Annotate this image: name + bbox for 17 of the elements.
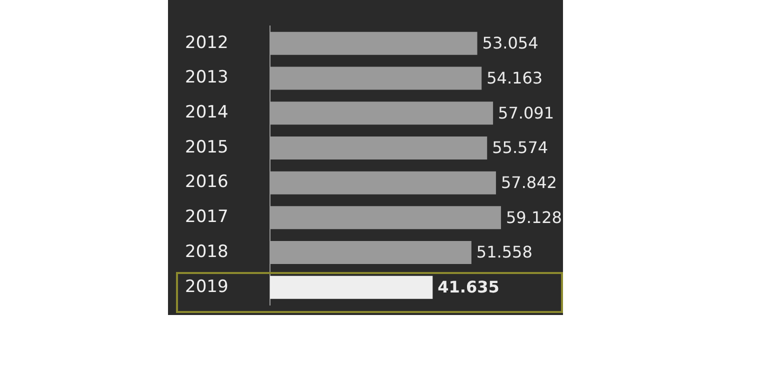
data-label: 54.163	[486, 68, 543, 88]
y-tick-label: 2015	[185, 137, 228, 158]
data-label: 55.574	[492, 138, 548, 158]
data-label: 57.091	[498, 103, 554, 122]
y-tick-label: 2013	[185, 68, 228, 88]
y-tick-label: 2018	[185, 242, 228, 262]
y-tick-label: 2014	[185, 102, 228, 123]
y-tick-label: 2012	[185, 32, 228, 53]
data-label: 59.128	[506, 208, 562, 227]
data-label: 57.842	[500, 172, 557, 192]
data-label: 41.635	[438, 278, 500, 297]
data-label: 53.054	[482, 34, 538, 53]
y-tick-label: 2017	[185, 207, 228, 228]
y-tick-label: 2019	[185, 276, 228, 297]
bar	[270, 276, 433, 299]
data-label: 51.558	[476, 242, 532, 262]
y-tick-label: 2016	[185, 172, 228, 192]
